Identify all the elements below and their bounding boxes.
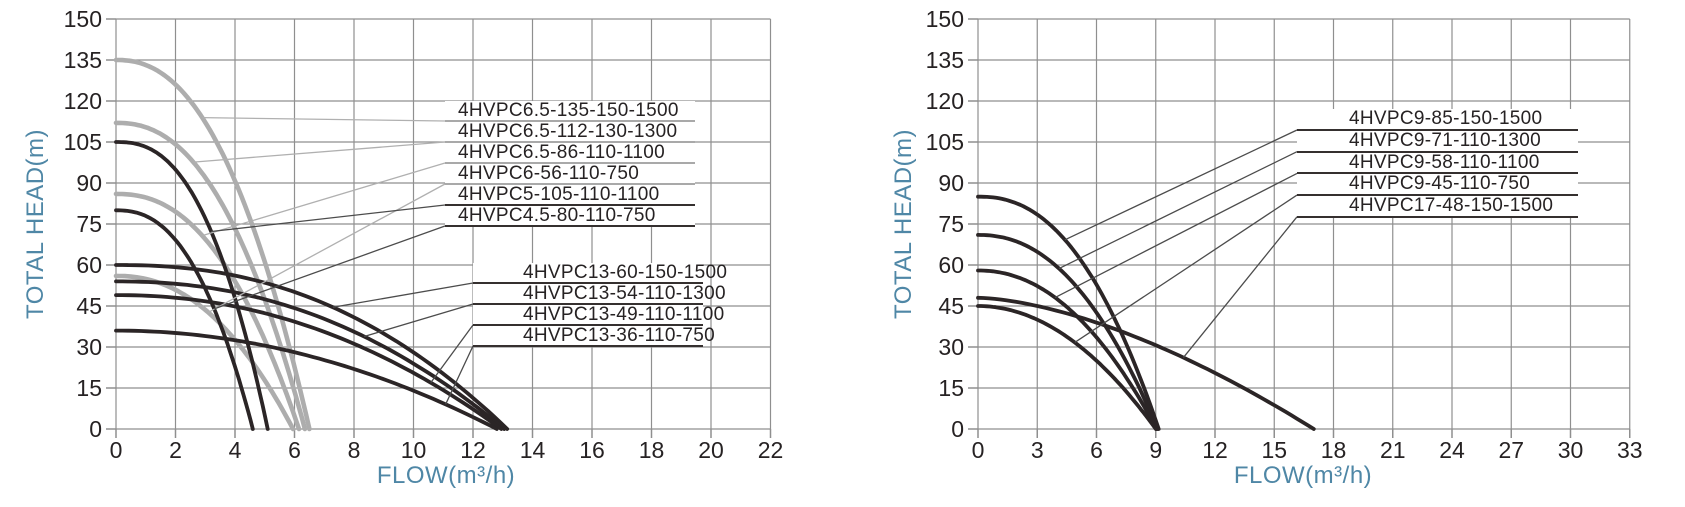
right-grid — [977, 18, 1631, 430]
right-tick-marks — [968, 18, 1631, 438]
left-leader-lines — [193, 117, 474, 405]
pump-curve — [976, 295, 1316, 431]
leader-line — [211, 204, 446, 233]
pump-curve — [976, 268, 1159, 431]
pump-curve — [976, 233, 1160, 431]
pump-curve — [113, 191, 302, 432]
pump-curve — [976, 194, 1161, 431]
chart-left — [106, 18, 772, 438]
pump-curve — [114, 140, 270, 431]
pump-curve — [113, 120, 308, 432]
pump-curve — [114, 328, 499, 431]
leader-line — [202, 162, 446, 237]
leader-line — [1058, 151, 1298, 270]
right-leader-lines — [1054, 129, 1298, 358]
right-curves — [976, 194, 1316, 431]
pump-curve — [114, 208, 255, 431]
left-grid — [115, 18, 772, 430]
leader-line — [332, 282, 474, 308]
leader-line — [1054, 172, 1298, 299]
chart-right — [968, 18, 1631, 438]
pump-curve — [114, 279, 507, 431]
pump-curve — [113, 273, 296, 432]
pump-curve — [114, 293, 504, 431]
pump-curve — [976, 304, 1158, 431]
leader-line — [1074, 194, 1298, 344]
leader-line — [363, 303, 474, 338]
leader-line — [193, 141, 446, 163]
leader-line — [207, 183, 446, 313]
leader-line — [1064, 129, 1298, 241]
left-curves — [113, 57, 510, 432]
leader-line — [1182, 216, 1298, 358]
leader-line — [202, 117, 446, 122]
leader-line — [430, 324, 474, 384]
leader-line — [445, 345, 474, 405]
leader-line — [213, 225, 446, 310]
pump-curve — [114, 263, 510, 431]
